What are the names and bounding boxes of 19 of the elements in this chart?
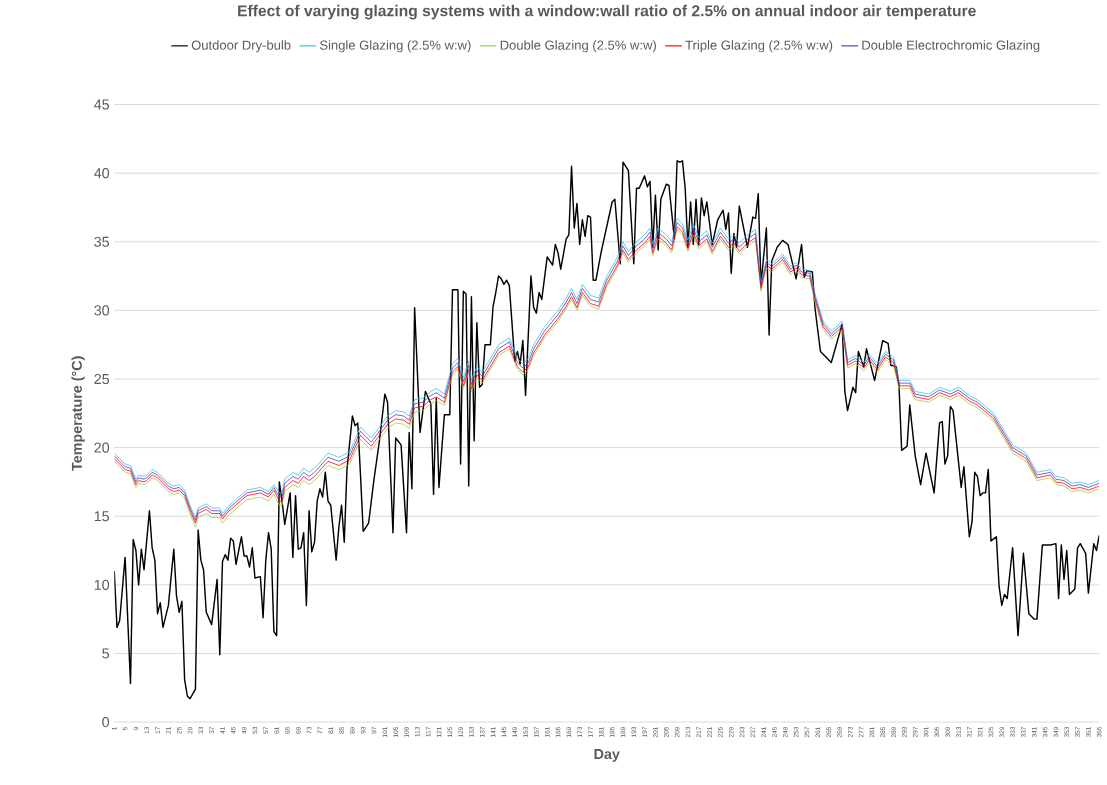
x-axis-title: Day <box>594 749 620 763</box>
y-tick-label: 15 <box>94 511 110 522</box>
line-series <box>114 160 1100 700</box>
y-tick-label: 25 <box>94 374 110 385</box>
legend-label: Outdoor Dry-bulb <box>191 40 291 53</box>
legend-label: Triple Glazing (2.5% w:w) <box>685 40 833 53</box>
y-axis-title: Temperature (°C) <box>71 356 85 472</box>
y-tick-label: 5 <box>102 648 110 659</box>
y-tick-label: 45 <box>94 99 110 110</box>
y-tick-label: 30 <box>94 305 110 316</box>
y-tick-label: 35 <box>94 236 110 248</box>
y-tick-label: 40 <box>94 168 110 179</box>
chart-title: Effect of varying glazing systems with a window:wall ratio of 2.5% on annual indoor air temperature <box>238 5 976 20</box>
legend-label: Double Glazing (2.5% w:w) <box>500 40 656 53</box>
legend-label: Single Glazing (2.5% w:w) <box>319 40 471 53</box>
y-tick-label: 20 <box>94 442 110 453</box>
legend-label: Double Electrochromic Glazing <box>862 40 1040 53</box>
y-tick-label: 10 <box>94 579 110 591</box>
y-tick-label: 0 <box>102 717 110 728</box>
